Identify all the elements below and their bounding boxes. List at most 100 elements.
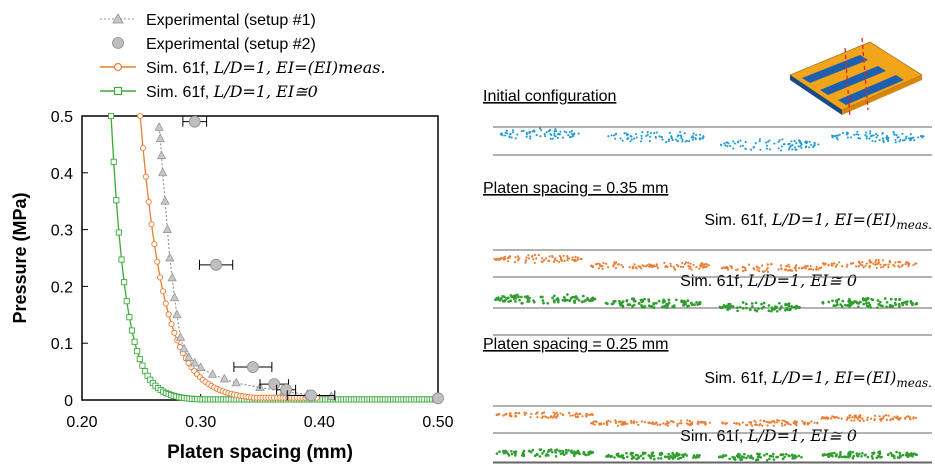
fiber-dot (885, 138, 889, 141)
fiber-dot (834, 265, 837, 268)
fiber-dot (553, 132, 556, 135)
fiber-dot (909, 418, 912, 421)
fiber-dot (821, 301, 825, 304)
fiber-dot (606, 423, 609, 426)
fiber-dot (539, 448, 543, 451)
sim-zero-caption-035: Sim. 61f, L/D=1, EI≅ 0 (680, 271, 857, 290)
fiber-dot (904, 137, 907, 140)
fiber-dot (573, 450, 576, 454)
fiber-dot (877, 303, 880, 306)
fiber-dot (527, 449, 531, 453)
fiber-dot (876, 306, 879, 310)
fiber-dot (690, 268, 693, 271)
data-point (165, 311, 172, 318)
data-point (131, 338, 138, 345)
fiber-dot (886, 453, 890, 457)
fiber-dot (888, 260, 892, 264)
fiber-dot (805, 145, 808, 148)
fiber-dot (555, 416, 558, 419)
fiber-dot (836, 263, 839, 266)
fiber-dot (641, 264, 644, 267)
fiber-dot (554, 135, 557, 138)
fiber-dot (853, 300, 856, 303)
fiber-dot (848, 414, 851, 417)
fiber-dot (646, 133, 649, 136)
fiber-dot (870, 455, 874, 458)
fiber-dot (687, 261, 690, 264)
fiber-dot (848, 300, 851, 304)
fiber-dot (861, 261, 864, 264)
fiber-dot (720, 266, 724, 270)
fiber-dot (559, 256, 563, 259)
fiber-dot (526, 296, 529, 300)
fiber-dot (830, 264, 833, 267)
fiber-dot (871, 457, 874, 460)
fiber-dot (788, 308, 792, 312)
fiber-dot (700, 421, 703, 424)
data-point (188, 115, 201, 128)
fiber-dot (607, 266, 610, 269)
fiber-dot (874, 261, 877, 264)
data-point (184, 352, 194, 361)
fiber-dot (898, 418, 901, 421)
fiber-dot (599, 422, 603, 425)
fiber-dot (872, 134, 875, 137)
fiber-dot (856, 130, 859, 133)
data-point (137, 112, 144, 120)
fiber-dot (541, 257, 544, 260)
fiber-dot (768, 148, 771, 151)
data-point (157, 274, 164, 281)
fiber-dot (508, 412, 511, 415)
fiber-dot (523, 295, 527, 299)
fiber-dot (641, 452, 645, 456)
fiber-dot (680, 419, 683, 422)
fiber-dot (839, 303, 843, 306)
legend-label-sim-zero: Sim. 61f, L/D=1, EI≅0 (146, 82, 318, 101)
fiber-dot (524, 259, 528, 262)
fiber-dot (838, 261, 841, 264)
fiber-dot (869, 306, 873, 309)
fiber-dot (687, 264, 690, 268)
fiber-dot (766, 266, 769, 270)
series-exp1 (154, 122, 336, 400)
fiber-dot (575, 451, 579, 455)
fiber-dot (747, 263, 751, 266)
fiber-dot (907, 265, 910, 268)
fiber-dot (787, 148, 790, 151)
data-point (126, 314, 133, 321)
fiber-dot (898, 456, 901, 459)
fiber-dot (885, 305, 888, 309)
fiber-dot (646, 131, 649, 134)
fiber-dot (543, 415, 547, 418)
data-point (179, 343, 189, 353)
fiber-dot (621, 300, 625, 303)
fiber-dot (897, 260, 900, 264)
fiber-dot (744, 302, 748, 306)
fiber-dot (591, 451, 595, 454)
fiber-dot (883, 263, 886, 266)
fiber-dot (794, 421, 797, 424)
fiber-dot (738, 453, 741, 457)
fiber-dot (898, 298, 901, 301)
fiber-dot (804, 267, 808, 270)
fiber-dot (895, 450, 898, 454)
fiber-dot (574, 415, 577, 418)
fiber-dot (758, 140, 761, 143)
fiber-dot (508, 136, 511, 139)
fiber-dot (530, 412, 533, 415)
fiber-dot (698, 421, 702, 424)
fiber-dot (644, 451, 647, 455)
fiber-dot (871, 139, 874, 143)
fiber-dot (818, 267, 821, 270)
fiber-dot (781, 138, 784, 141)
fiber-dot (847, 451, 850, 455)
fiber-dot (697, 420, 700, 423)
fiber-dot (552, 411, 555, 414)
fiber-dot (785, 422, 789, 425)
fiber-dot (665, 264, 668, 268)
fiber-dot (736, 422, 739, 425)
fiber-dot (798, 139, 801, 142)
fiber-dot (696, 422, 699, 425)
fiber-dot (518, 257, 521, 260)
